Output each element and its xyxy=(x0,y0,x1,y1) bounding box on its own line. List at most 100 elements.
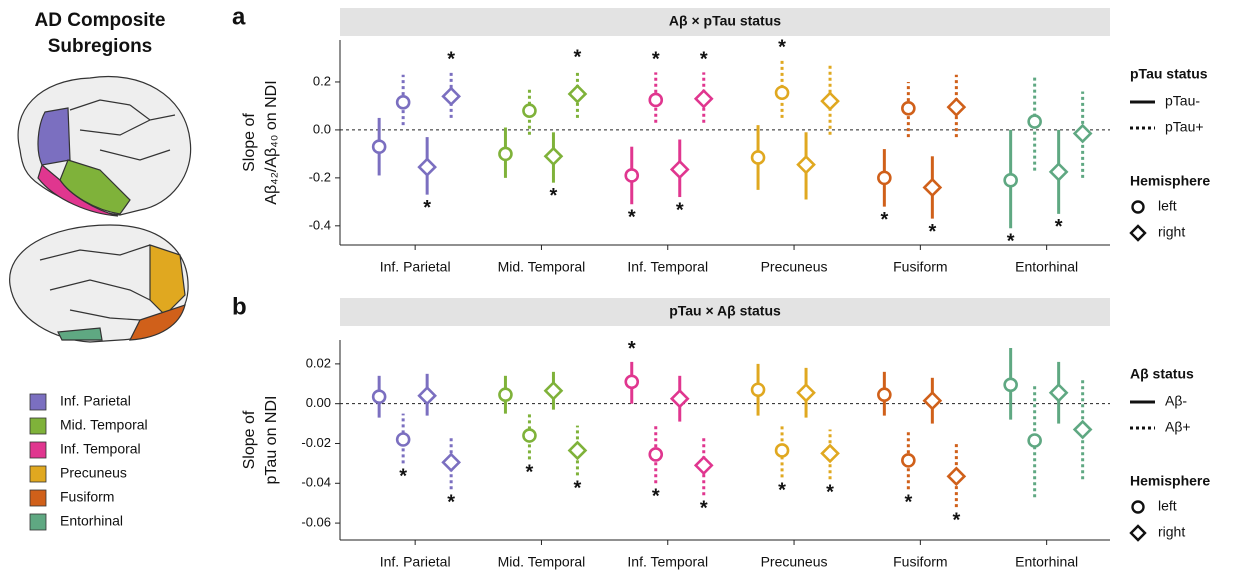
point xyxy=(373,141,385,153)
point xyxy=(569,86,585,102)
significance-star: * xyxy=(526,462,534,484)
point xyxy=(822,445,838,461)
brain-illustrations xyxy=(10,77,191,342)
point xyxy=(650,94,662,106)
point xyxy=(523,430,535,442)
significance-star: * xyxy=(1055,216,1063,238)
legend-label: Precuneus xyxy=(60,465,127,481)
point xyxy=(626,169,638,181)
panel-label: b xyxy=(232,293,247,320)
point xyxy=(569,442,585,458)
significance-star: * xyxy=(928,221,936,243)
y-axis-label: Aβ₄₂/Aβ₄₀ on NDI xyxy=(263,80,280,204)
legend-label: right xyxy=(1158,224,1185,240)
significance-star: * xyxy=(423,197,431,219)
significance-star: * xyxy=(778,37,786,59)
legend-label: Mid. Temporal xyxy=(60,417,148,433)
y-tick-label: 0.0 xyxy=(313,121,331,136)
point xyxy=(1005,174,1017,186)
legend-title: Hemisphere xyxy=(1130,473,1210,489)
significance-star: * xyxy=(628,207,636,229)
y-tick-label: -0.04 xyxy=(301,475,331,490)
significance-star: * xyxy=(447,492,455,514)
point xyxy=(798,157,814,173)
point xyxy=(1029,116,1041,128)
legend-label: pTau+ xyxy=(1165,119,1204,135)
point xyxy=(499,148,511,160)
significance-star: * xyxy=(628,338,636,360)
point xyxy=(650,448,662,460)
significance-star: * xyxy=(778,480,786,502)
significance-star: * xyxy=(700,498,708,520)
legend-marker xyxy=(1131,226,1145,240)
legend-title: pTau status xyxy=(1130,66,1208,82)
x-tick-label: Precuneus xyxy=(761,554,828,570)
legend-label: Inf. Parietal xyxy=(60,393,131,409)
legend-label: Inf. Temporal xyxy=(60,441,141,457)
y-tick-label: -0.02 xyxy=(301,435,331,450)
legend-label: right xyxy=(1158,524,1185,540)
legend-marker xyxy=(1133,502,1144,513)
legend-swatch xyxy=(30,466,46,482)
panel-title: Aβ × pTau status xyxy=(669,13,781,29)
y-tick-label: -0.06 xyxy=(301,515,331,530)
point xyxy=(1075,126,1091,142)
point xyxy=(397,96,409,108)
point xyxy=(1029,434,1041,446)
y-axis-label: pTau on NDI xyxy=(263,396,280,485)
point xyxy=(443,88,459,104)
legend-marker xyxy=(1131,526,1145,540)
x-tick-label: Entorhinal xyxy=(1015,259,1078,275)
point xyxy=(776,444,788,456)
point xyxy=(1051,385,1067,401)
significance-star: * xyxy=(826,482,834,504)
y-axis-label: Slope of xyxy=(241,410,258,469)
y-tick-label: 0.02 xyxy=(306,355,331,370)
point xyxy=(752,151,764,163)
legend-swatch xyxy=(30,442,46,458)
legend-label: pTau- xyxy=(1165,93,1200,109)
figure: AD Composite Subregions Inf. Parietal Mid. … xyxy=(0,0,1250,573)
significance-star: * xyxy=(1007,230,1015,252)
point xyxy=(523,105,535,117)
x-tick-label: Inf. Temporal xyxy=(627,554,708,570)
point xyxy=(1075,422,1091,438)
legend-label: Aβ+ xyxy=(1165,419,1191,435)
point xyxy=(373,391,385,403)
point xyxy=(397,434,409,446)
point xyxy=(419,159,435,175)
significance-star: * xyxy=(952,509,960,531)
x-tick-label: Mid. Temporal xyxy=(498,259,586,275)
significance-star: * xyxy=(880,209,888,231)
point xyxy=(1005,379,1017,391)
point xyxy=(1051,164,1067,180)
point xyxy=(545,383,561,399)
point xyxy=(924,179,940,195)
x-tick-label: Precuneus xyxy=(761,259,828,275)
significance-star: * xyxy=(652,49,660,71)
y-tick-label: -0.4 xyxy=(309,217,331,232)
point xyxy=(948,99,964,115)
point xyxy=(902,454,914,466)
x-tick-label: Inf. Temporal xyxy=(627,259,708,275)
point xyxy=(798,385,814,401)
panel-title: pTau × Aβ status xyxy=(669,303,781,319)
sidebar-title: Subregions xyxy=(48,36,153,57)
legend-label: left xyxy=(1158,198,1177,214)
sidebar-title: AD Composite xyxy=(35,10,166,31)
legend-label: Aβ- xyxy=(1165,393,1187,409)
y-tick-label: 0.2 xyxy=(313,73,331,88)
point xyxy=(878,389,890,401)
legend-swatch xyxy=(30,418,46,434)
legend-label: left xyxy=(1158,498,1177,514)
x-tick-label: Fusiform xyxy=(893,554,947,570)
significance-star: * xyxy=(399,466,407,488)
legend-marker xyxy=(1133,202,1144,213)
point xyxy=(924,393,940,409)
point xyxy=(545,148,561,164)
legend-swatch xyxy=(30,490,46,506)
y-tick-label: -0.2 xyxy=(309,169,331,184)
point xyxy=(672,161,688,177)
significance-star: * xyxy=(904,492,912,514)
significance-star: * xyxy=(550,185,558,207)
